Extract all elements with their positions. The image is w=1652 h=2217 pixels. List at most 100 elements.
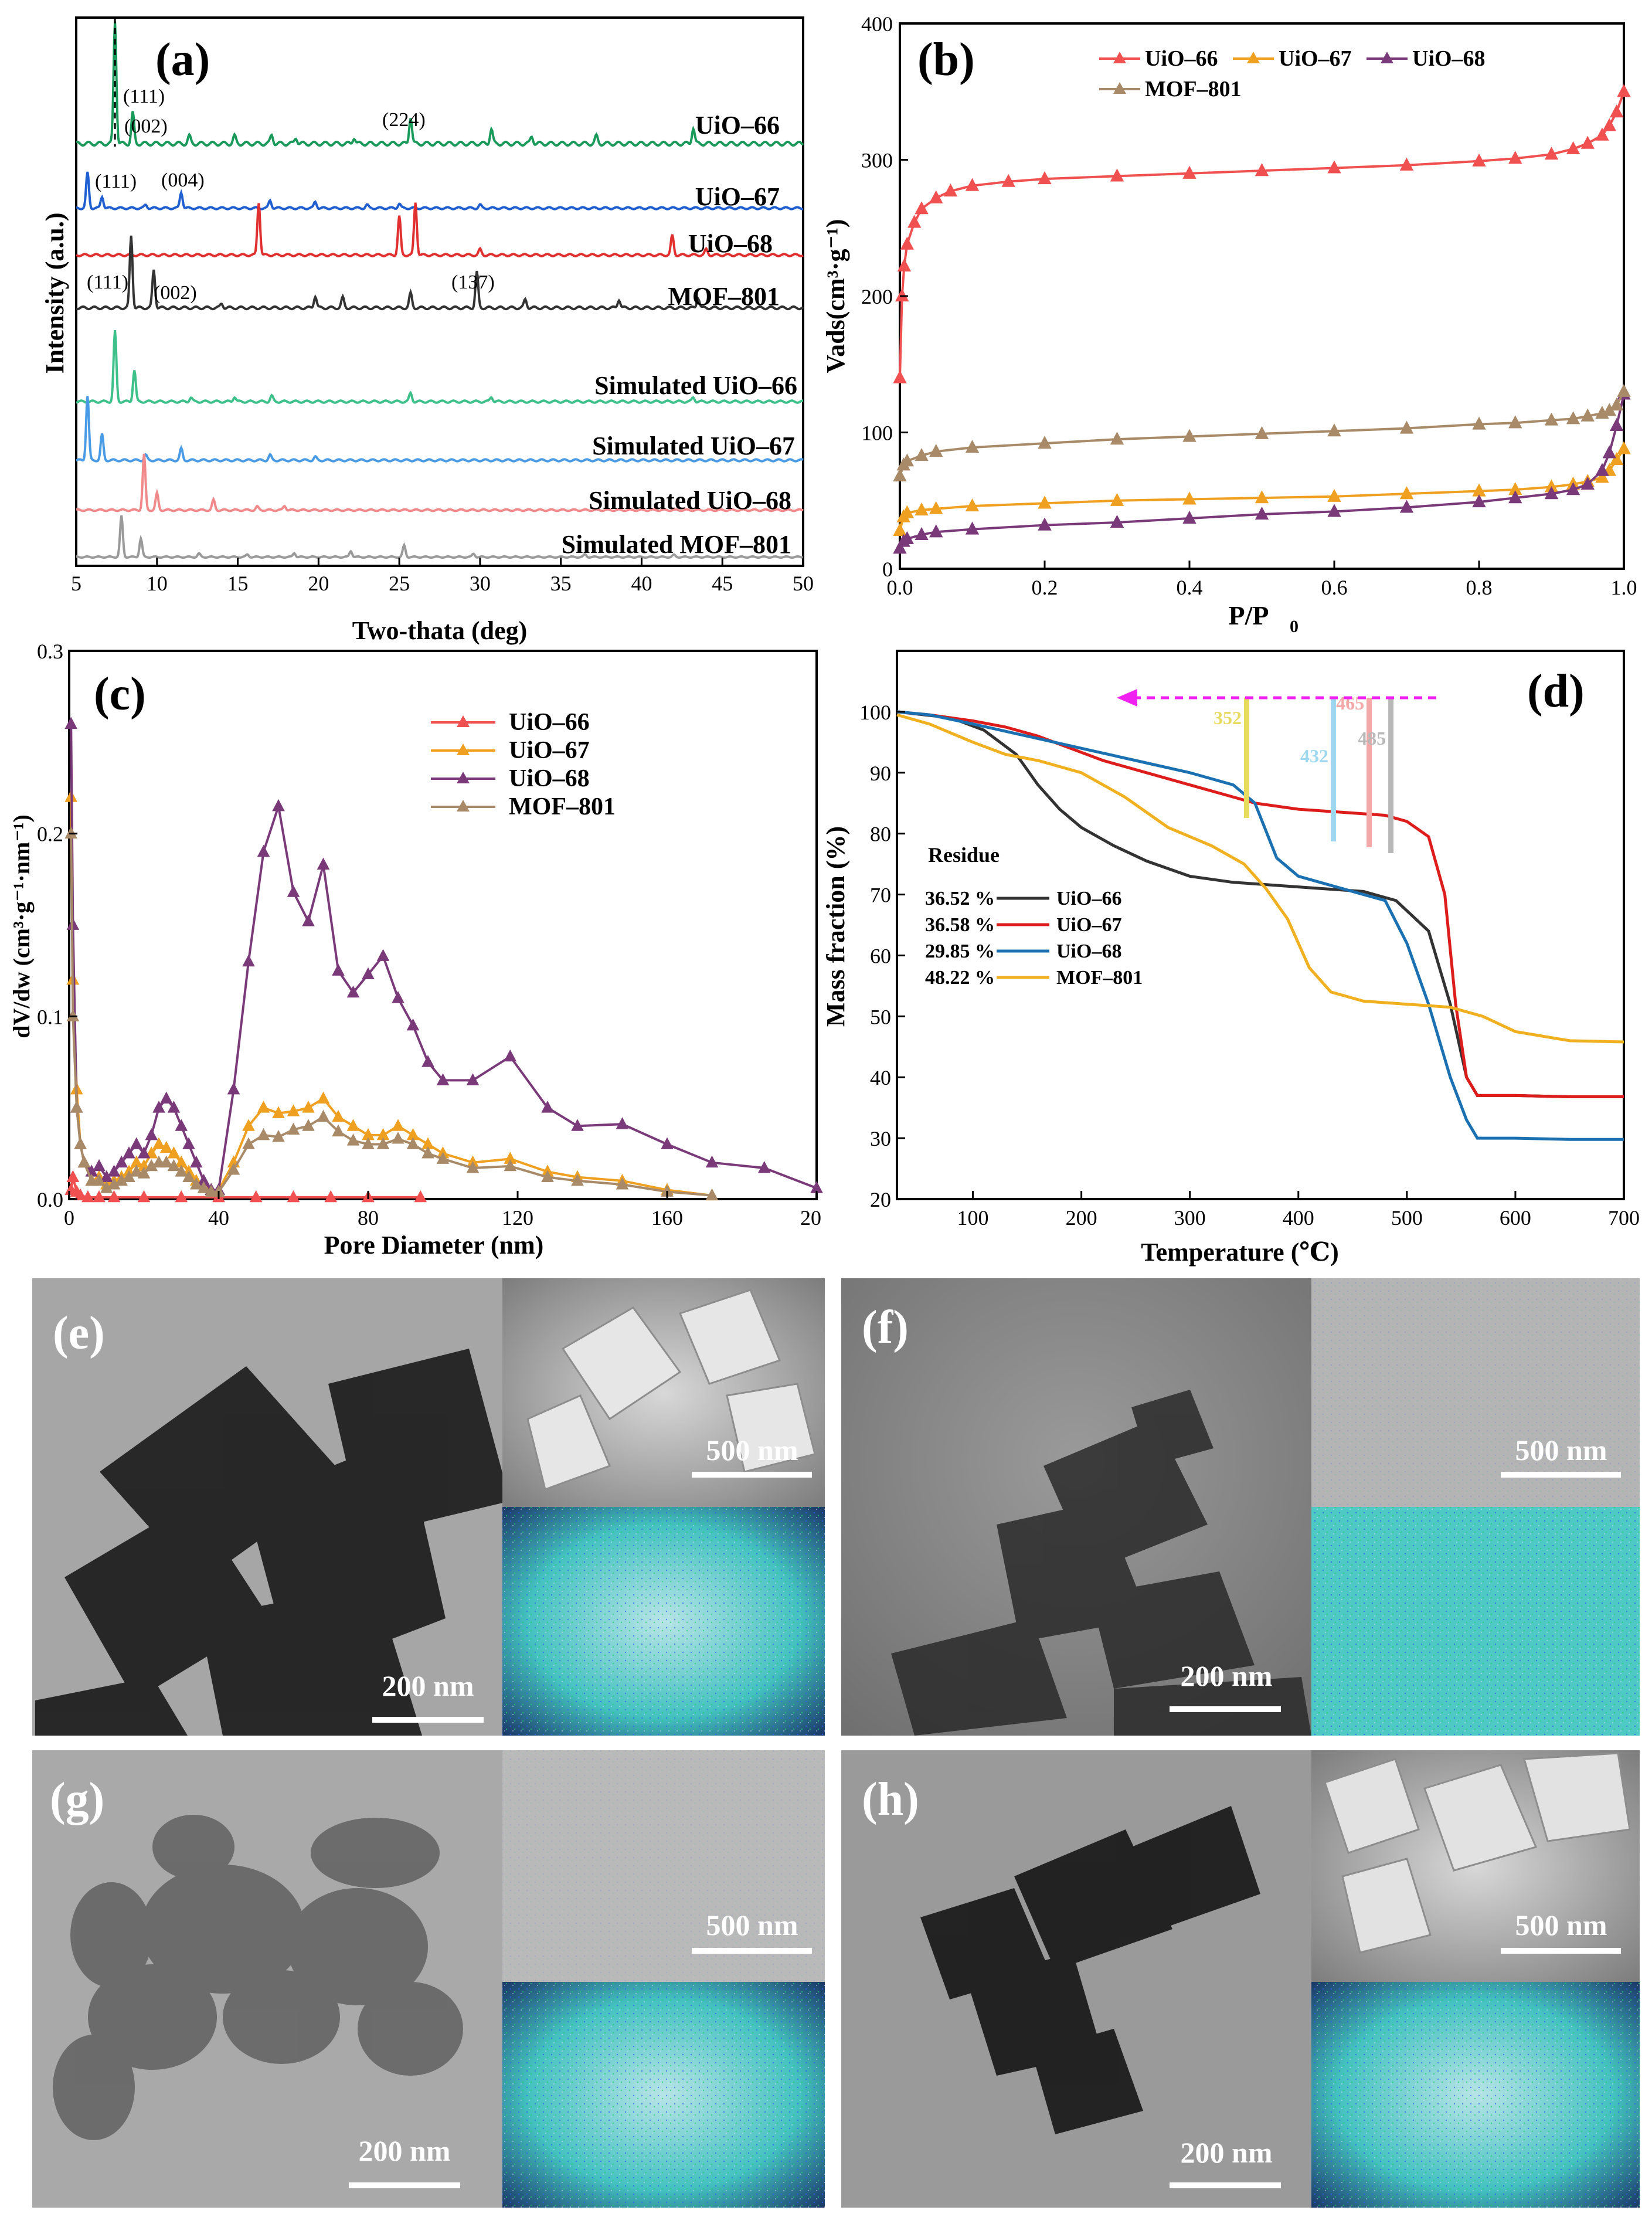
y-tick-label: 100 (859, 701, 891, 724)
pore-distribution-point (70, 1101, 83, 1113)
tick-group: 0.0 0.2 0.4 0.6 0.8 1.0 0 100 200 300 400 (861, 12, 1637, 599)
scale-bar (1501, 1948, 1621, 1954)
isotherm-line (899, 91, 1625, 378)
isotherm-point (1327, 160, 1341, 174)
legend-item: MOF–801 (1099, 77, 1242, 101)
x-tick-label: 25 (389, 572, 410, 595)
isotherm-point (1602, 403, 1616, 416)
legend-label: MOF–801 (1145, 77, 1242, 101)
isotherm-point (1327, 488, 1341, 502)
x-tick-label: 120 (502, 1206, 533, 1230)
scale-bar (1170, 1706, 1281, 1712)
legend-item: UiO–66 (1099, 46, 1218, 71)
micrograph-panel-h: (h) 200 nm 500 nm (841, 1750, 1640, 2208)
tem-particles (891, 1390, 1311, 1736)
pore-distribution-point (137, 1146, 151, 1159)
x-tick-label: 100 (957, 1206, 989, 1230)
x-tick-label: 200 (1066, 1206, 1097, 1230)
isotherm-point (1602, 445, 1616, 459)
scale-bar-label: 200 nm (382, 1669, 474, 1702)
scale-bar (692, 1948, 812, 1954)
eds-speckle (502, 1507, 825, 1736)
micrograph-panel-e: (e) 200 nm 500 nm (32, 1278, 825, 1736)
isotherm-point (965, 178, 980, 191)
pore-distribution-point (74, 1188, 87, 1201)
legend-label: UiO–66 (1056, 888, 1121, 909)
xrd-pattern-line (76, 171, 803, 211)
isotherm-point (1399, 420, 1414, 434)
pore-distribution-point (100, 1170, 113, 1182)
pore-distribution-point (64, 717, 77, 729)
isotherm-point (1110, 432, 1124, 445)
y-tick-label: 60 (870, 944, 891, 967)
pore-distribution-point (77, 1155, 91, 1168)
xrd-pattern-line (76, 515, 804, 559)
pore-distribution-point (159, 1091, 173, 1104)
pore-distribution-point (422, 1146, 434, 1159)
pore-distribution-point (571, 1119, 584, 1131)
pore-distribution-point (189, 1155, 203, 1168)
x-tick-label: 10 (147, 572, 168, 595)
isotherm-point (1472, 416, 1486, 430)
tick-group: 100 200 300 400 500 600 700 20 30 40 50 60 70 80 90 100 (859, 701, 1640, 1230)
isotherm-point (1617, 84, 1631, 97)
isotherm-point (1544, 486, 1559, 500)
pore-distribution-point (100, 1181, 113, 1193)
panel-label: (d) (1527, 666, 1585, 717)
pore-distribution-point (182, 1170, 195, 1182)
pore-distribution-point (130, 1137, 143, 1149)
isotherm-point (1399, 157, 1414, 171)
eds-speckle (502, 1982, 825, 2208)
series-label: UiO–68 (688, 229, 773, 258)
isotherm-point (943, 183, 958, 197)
temperature-marker-bar (1243, 698, 1249, 818)
pore-distribution-point (130, 1155, 143, 1168)
scale-bar-label: 200 nm (1181, 1659, 1273, 1692)
pore-distribution-point (422, 1055, 434, 1067)
pore-distribution-point (346, 1133, 360, 1146)
pore-distribution-point (392, 991, 404, 1003)
pore-distribution-point (93, 1173, 106, 1186)
pore-distribution-point (227, 1163, 240, 1175)
xrd-pattern-line (76, 235, 804, 311)
pore-distribution-point (287, 1122, 300, 1135)
pore-distribution-point (287, 885, 300, 897)
series-label: Simulated UiO–67 (592, 432, 795, 460)
residue-value: 36.52 % (925, 888, 995, 909)
isotherm-point (1617, 441, 1631, 454)
scale-bar-label: 200 nm (359, 2134, 451, 2167)
tga-curve (896, 710, 1624, 1141)
tga-curve (896, 710, 1624, 1098)
legend-label: UiO–66 (509, 709, 590, 736)
pore-distribution-point (317, 857, 330, 870)
x-tick-label: 5 (71, 572, 81, 595)
series-label: Simulated MOF–801 (562, 530, 791, 559)
pore-distribution-point (257, 1128, 270, 1140)
legend-label: UiO–67 (1056, 914, 1121, 936)
y-axis-label: dV/dw (cm³·g⁻¹·nm⁻¹) (8, 814, 35, 1038)
isotherm-point (1182, 165, 1196, 179)
tga-series-group (896, 710, 1624, 1141)
legend-item: UiO–67 (431, 737, 590, 764)
isotherm-point (900, 236, 915, 250)
pore-distribution-point (376, 1137, 390, 1149)
x-tick-label: 45 (712, 572, 733, 595)
pore-distribution-point (661, 1137, 674, 1149)
tem-particles (53, 1815, 463, 2140)
tga-curve (896, 710, 1624, 1098)
isotherm-point (1580, 135, 1595, 149)
temperature-marker-label: 432 (1300, 745, 1328, 766)
pore-distribution-point (705, 1155, 719, 1168)
isotherm-point (1038, 495, 1052, 509)
x-tick-label: 500 (1391, 1206, 1423, 1230)
pore-distribution-point (302, 1101, 315, 1113)
x-tick-label: 0.2 (1032, 576, 1058, 599)
sem-crystals (1324, 1752, 1631, 1954)
hkl-annotation: (111) (123, 86, 165, 107)
isotherm-point (1182, 491, 1196, 505)
scale-bar (1170, 2182, 1281, 2188)
isotherm-point (893, 522, 907, 536)
pore-distribution-point (175, 1119, 188, 1131)
temperature-markers: 352 432 465 485 (1117, 689, 1436, 853)
